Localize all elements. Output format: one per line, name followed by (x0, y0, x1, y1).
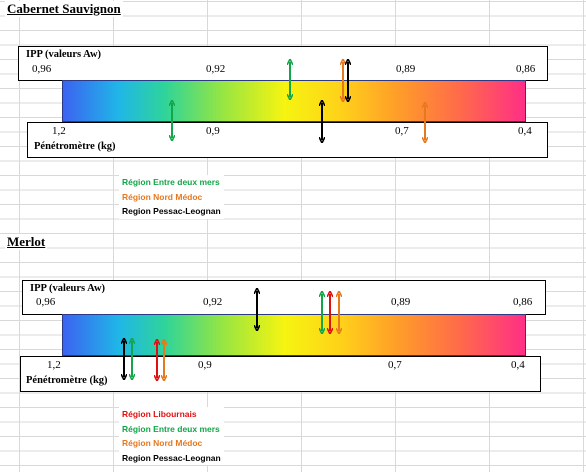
cabernet-pen-tick: 0,7 (395, 125, 409, 137)
merlot-pen-tick: 1,2 (47, 359, 61, 371)
cabernet-ipp-label: IPP (valeurs Aw) (26, 49, 102, 60)
legend-libournais: Région Libournais (122, 409, 197, 419)
cabernet-ipp-tick: 0,96 (32, 63, 52, 75)
cabernet-legend: Région Entre deux mers Région Nord Médoc… (119, 175, 224, 219)
legend-nord-medoc: Région Nord Médoc (122, 191, 203, 202)
merlot-ipp-tick: 0,92 (203, 296, 223, 308)
merlot-ipp-label: IPP (valeurs Aw) (30, 283, 106, 294)
merlot-gradient-bar (62, 314, 526, 356)
cabernet-ipp-tick: 0,89 (396, 63, 416, 75)
cabernet-ipp-tick: 0,86 (516, 63, 536, 75)
merlot-pen-label: Pénétromètre (kg) (26, 375, 108, 386)
merlot-ipp-tick: 0,96 (36, 296, 56, 308)
cabernet-pen-tick: 0,4 (518, 125, 532, 137)
cabernet-penetrometer-box: 1,2 0,9 0,7 0,4 Pénétromètre (kg) (27, 122, 548, 158)
cabernet-pen-tick: 0,9 (206, 125, 220, 137)
cabernet-pen-label: Pénétromètre (kg) (34, 141, 116, 152)
cabernet-ipp-tick: 0,92 (206, 63, 226, 75)
legend-pessac-leognan: Region Pessac-Leognan (122, 206, 221, 216)
legend-pessac-leognan: Region Pessac-Leognan (122, 452, 221, 463)
merlot-ipp-tick: 0,89 (391, 296, 411, 308)
legend-nord-medoc: Région Nord Médoc (122, 438, 203, 448)
merlot-legend: Région Libournais Région Entre deux mers… (119, 407, 224, 465)
cabernet-gradient-bar (62, 80, 526, 122)
cabernet-title: Cabernet Sauvignon (5, 1, 123, 17)
merlot-ipp-tick: 0,86 (513, 296, 533, 308)
merlot-pen-tick: 0,4 (511, 359, 525, 371)
legend-entre-deux-mers: Région Entre deux mers (122, 423, 220, 434)
merlot-pen-tick: 0,9 (198, 359, 212, 371)
cabernet-pen-tick: 1,2 (52, 125, 66, 137)
legend-entre-deux-mers: Région Entre deux mers (122, 177, 220, 187)
merlot-pen-tick: 0,7 (388, 359, 402, 371)
merlot-penetrometer-box: 1,2 0,9 0,7 0,4 Pénétromètre (kg) (20, 356, 541, 392)
merlot-title: Merlot (5, 234, 48, 250)
